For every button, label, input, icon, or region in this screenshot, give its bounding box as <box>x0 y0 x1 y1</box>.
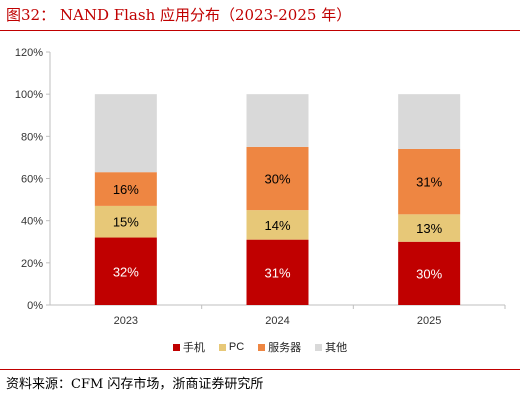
title-divider <box>0 30 520 31</box>
bar-segment <box>398 94 461 149</box>
bar-segment <box>246 94 309 147</box>
data-label: 31% <box>264 265 290 280</box>
data-label: 15% <box>113 215 139 230</box>
bar-segment <box>246 146 309 211</box>
legend-label: 手机 <box>182 342 205 354</box>
legend-swatch <box>315 343 323 351</box>
x-tick-label: 2023 <box>114 315 138 327</box>
bar-segment <box>246 239 309 305</box>
y-tick-label: 60% <box>21 174 43 186</box>
legend-swatch <box>258 343 266 351</box>
bar-segment <box>94 94 157 173</box>
data-label: 30% <box>264 172 290 187</box>
legend-item: 手机 <box>172 339 205 355</box>
y-tick-label: 20% <box>21 258 43 270</box>
bar-segment <box>398 148 461 215</box>
bar-segment <box>398 241 461 305</box>
chart-legend: 手机 PC 服务器 其他 <box>0 340 520 354</box>
legend-swatch <box>218 343 226 351</box>
bar-segment <box>246 210 309 240</box>
figure-title: 图32： NAND Flash 应用分布（2023-2025 年） <box>6 6 352 24</box>
stacked-bar-chart: 0% 20% 40% 60% 80% 100% 120% 32% 15% 16% 2023 31% 14… <box>15 47 506 327</box>
x-tick-label: 2024 <box>265 315 289 327</box>
bar-segment <box>94 172 157 206</box>
bar-segment <box>94 205 157 238</box>
bar-segment <box>94 237 157 305</box>
y-tick-label: 80% <box>21 131 43 143</box>
legend-item: 服务器 <box>258 339 301 355</box>
legend-item: PC <box>218 341 245 353</box>
data-label: 16% <box>113 182 139 197</box>
legend-label: PC <box>228 341 245 353</box>
y-tick-label: 120% <box>15 47 43 59</box>
legend-swatch <box>172 343 180 351</box>
bar-segment <box>398 214 461 242</box>
source-divider <box>0 369 520 370</box>
x-tick-label: 2025 <box>417 315 441 327</box>
data-label: 30% <box>416 266 442 281</box>
y-tick-label: 0% <box>27 300 43 312</box>
figure-source: 资料来源：CFM 闪存市场，浙商证券研究所 <box>6 377 264 392</box>
legend-label: 其他 <box>325 342 348 354</box>
y-tick-label: 100% <box>15 89 43 101</box>
data-label: 14% <box>264 218 290 233</box>
data-label: 13% <box>416 221 442 236</box>
legend-item: 其他 <box>315 339 347 355</box>
data-label: 31% <box>416 175 442 190</box>
data-label: 32% <box>113 264 139 279</box>
y-tick-label: 40% <box>21 216 43 228</box>
legend-label: 服务器 <box>268 342 302 354</box>
